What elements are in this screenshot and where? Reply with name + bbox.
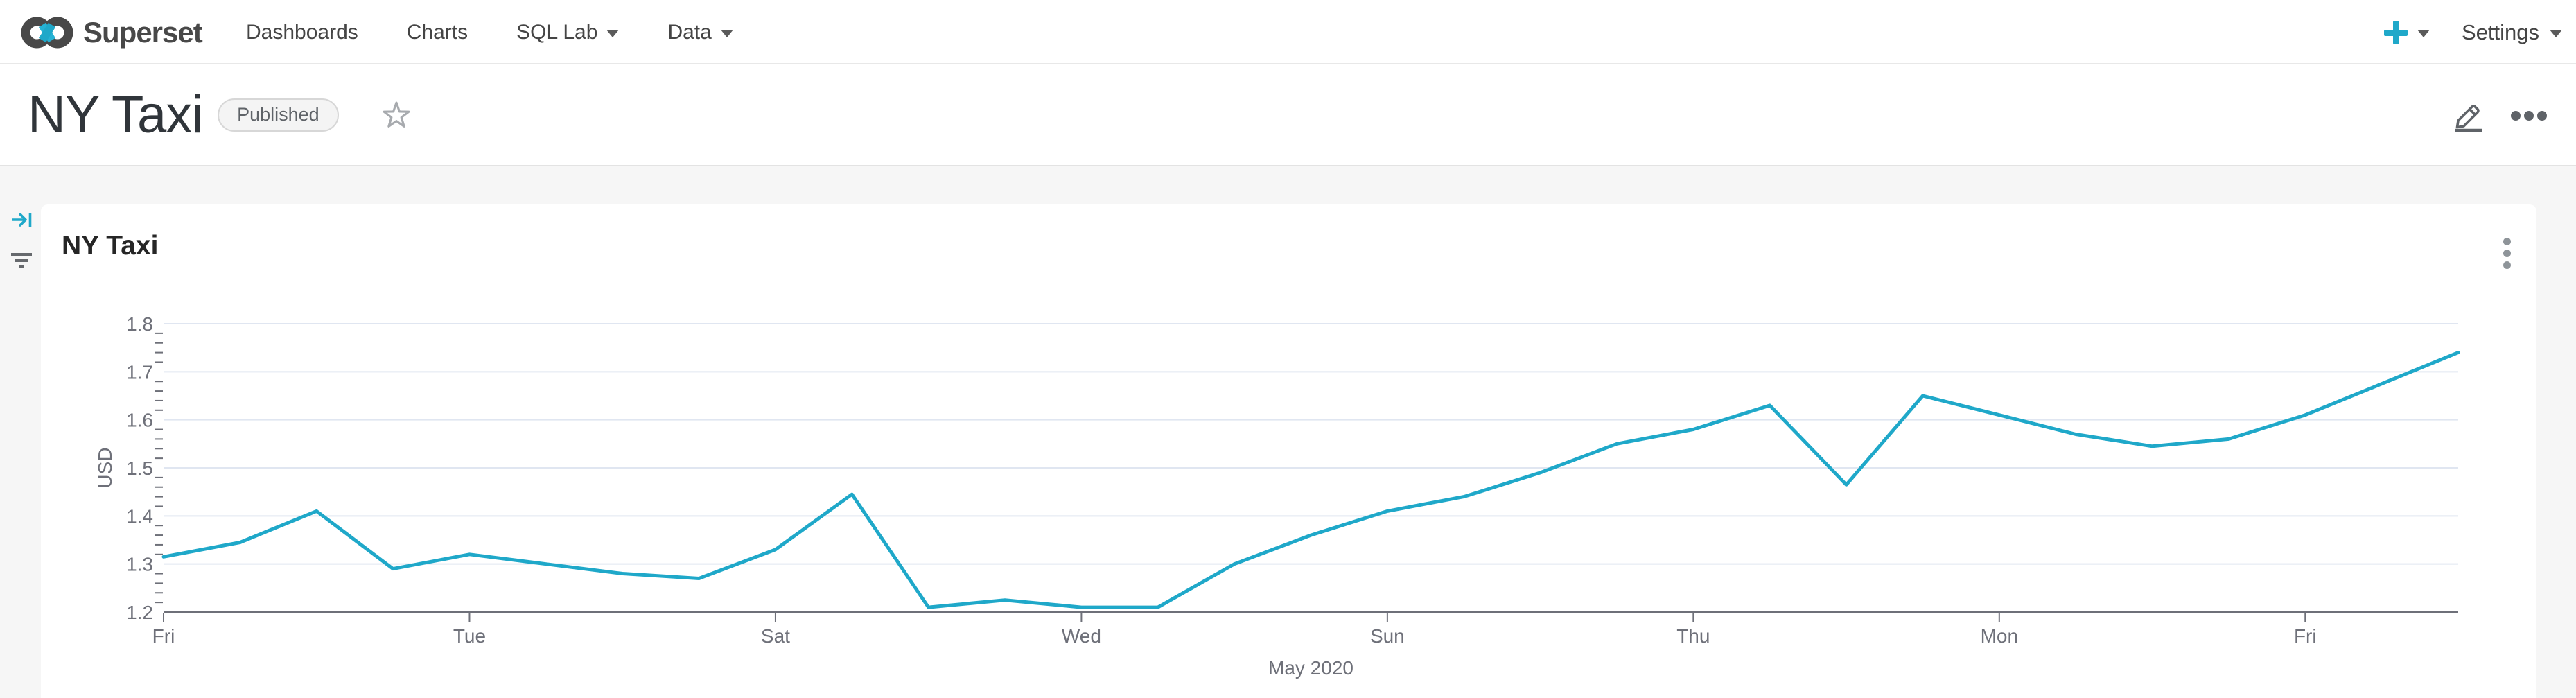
chart-title: NY Taxi — [62, 231, 159, 261]
x-tick-label: Sat — [761, 625, 790, 647]
y-tick-label: 1.7 — [126, 361, 153, 383]
dashboard-header: NY Taxi Published — [0, 64, 2576, 166]
arrow-to-bar-icon — [12, 213, 32, 227]
chevron-down-icon — [606, 30, 620, 37]
superset-logo-icon — [21, 17, 73, 48]
dashboard-body: NY Taxi 1.2 1.3 1.4 1.5 1.6 1.7 1.8 Fri Tue Sat We… — [0, 166, 2576, 698]
navbar-right: Settings — [2383, 0, 2562, 64]
x-tick-label: Sun — [1370, 625, 1405, 647]
dashboard-header-actions — [2451, 64, 2551, 166]
line-chart-plot[interactable]: 1.2 1.3 1.4 1.5 1.6 1.7 1.8 Fri Tue Sat Wed Sun Thu M… — [41, 204, 2536, 698]
favorite-star-button[interactable] — [382, 101, 411, 130]
top-navbar: Superset Dashboards Charts SQL Lab Data … — [0, 0, 2576, 64]
nav-data[interactable]: Data — [667, 21, 733, 44]
series-line — [161, 351, 2460, 609]
edit-dashboard-button[interactable] — [2451, 96, 2486, 135]
dot — [2503, 237, 2511, 245]
star-icon — [383, 101, 410, 128]
x-tick-label: Fri — [152, 625, 175, 647]
brand[interactable]: Superset — [17, 0, 203, 64]
y-tick-label: 1.4 — [126, 505, 153, 527]
dot — [2524, 110, 2534, 121]
x-tick-label: Tue — [453, 625, 486, 647]
x-tick-label: Thu — [1676, 625, 1710, 647]
y-tick-label: 1.8 — [126, 313, 153, 335]
x-axis-title: May 2020 — [1268, 657, 1353, 679]
published-badge[interactable]: Published — [218, 98, 339, 132]
edit-pencil-icon — [2455, 105, 2482, 132]
x-tick-label: Mon — [1981, 625, 2018, 647]
y-tick-label: 1.2 — [126, 602, 153, 623]
nav-data-label: Data — [667, 20, 712, 44]
chevron-down-icon — [2417, 30, 2430, 37]
chevron-down-icon — [2550, 30, 2562, 37]
dot — [2503, 261, 2511, 269]
filter-lines-icon — [11, 253, 32, 268]
chart-menu-button[interactable] — [2491, 225, 2522, 281]
dashboard-menu-button[interactable] — [2507, 107, 2551, 125]
y-tick-label: 1.6 — [126, 410, 153, 431]
nav-dashboards-label: Dashboards — [246, 20, 358, 44]
new-item-dropdown[interactable] — [2383, 20, 2430, 44]
dot — [2503, 249, 2511, 257]
nav-dashboards[interactable]: Dashboards — [246, 21, 358, 44]
dot — [2511, 110, 2521, 121]
filter-icon[interactable] — [9, 250, 34, 277]
nav-charts-label: Charts — [406, 20, 468, 44]
x-tick-label: Fri — [2294, 625, 2317, 647]
dot — [2537, 110, 2547, 121]
y-tick-label: 1.3 — [126, 554, 153, 575]
nav-sql-lab-label: SQL Lab — [516, 20, 598, 44]
brand-name: Superset — [83, 15, 203, 49]
main-menu: Dashboards Charts SQL Lab Data — [246, 0, 733, 64]
filter-bar-collapsed — [0, 166, 41, 698]
settings-label: Settings — [2461, 19, 2539, 44]
settings-menu[interactable]: Settings — [2462, 20, 2562, 45]
chart-card: NY Taxi 1.2 1.3 1.4 1.5 1.6 1.7 1.8 Fri Tue Sat We… — [41, 204, 2536, 698]
chevron-down-icon — [720, 30, 733, 37]
expand-filter-bar-button[interactable] — [10, 208, 34, 235]
y-axis-title: USD — [94, 447, 116, 488]
y-tick-label: 1.5 — [126, 457, 153, 479]
dashboard-title: NY Taxi — [28, 85, 203, 144]
nav-charts[interactable]: Charts — [407, 21, 468, 44]
x-tick-label: Wed — [1062, 625, 1101, 647]
plus-icon — [2383, 20, 2408, 44]
nav-sql-lab[interactable]: SQL Lab — [516, 20, 620, 44]
